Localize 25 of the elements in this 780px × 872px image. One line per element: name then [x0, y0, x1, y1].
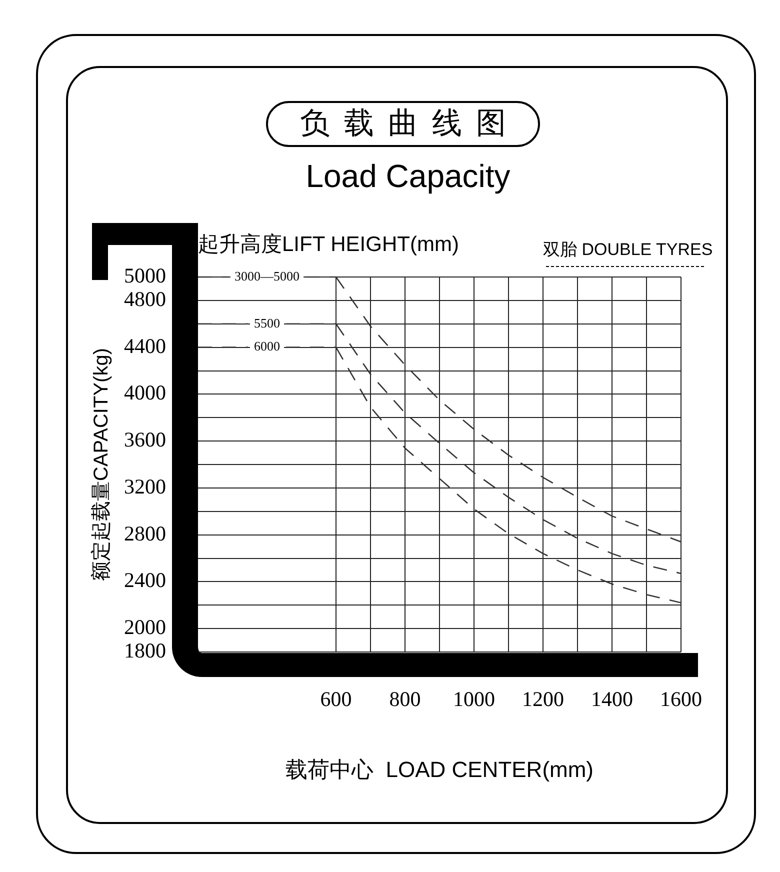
y-tick-label: 4000	[124, 380, 166, 405]
y-tick-label: 3600	[124, 428, 166, 452]
y-tick-label: 4800	[124, 286, 166, 311]
y-tick-label: 2400	[124, 568, 166, 592]
x-tick-label: 1000	[453, 687, 495, 712]
y-tick-label: 5000	[124, 264, 166, 288]
x-axis-title: 载荷中心 LOAD CENTER(mm)	[286, 756, 594, 782]
y-axis-title: 额定起载量CAPACITY(kg)	[90, 348, 113, 581]
x-tick-label: 800	[389, 687, 421, 712]
x-tick-label: 1600	[660, 687, 702, 712]
y-tick-label: 1800	[124, 638, 166, 663]
x-tick-label: 1400	[591, 687, 633, 712]
y-tick-label: 2000	[124, 615, 166, 640]
legend-label: 5500	[254, 315, 280, 330]
y-tick-label: 4400	[124, 334, 166, 358]
legend-label: 3000—5000	[234, 268, 300, 284]
text: 双胎 DOUBLE TYRES	[543, 239, 713, 261]
y-tick-label: 3200	[124, 474, 166, 498]
y-tick-label: 2800	[124, 521, 166, 546]
legend-label: 6000	[254, 338, 280, 354]
chart-subtitle: Load Capacity	[304, 158, 512, 195]
x-tick-label: 1200	[522, 687, 564, 712]
x-tick-label: 600	[320, 687, 352, 712]
chart-title: 负载曲线图	[266, 101, 540, 147]
legend-title: 起升高度LIFT HEIGHT(mm)	[198, 230, 459, 258]
